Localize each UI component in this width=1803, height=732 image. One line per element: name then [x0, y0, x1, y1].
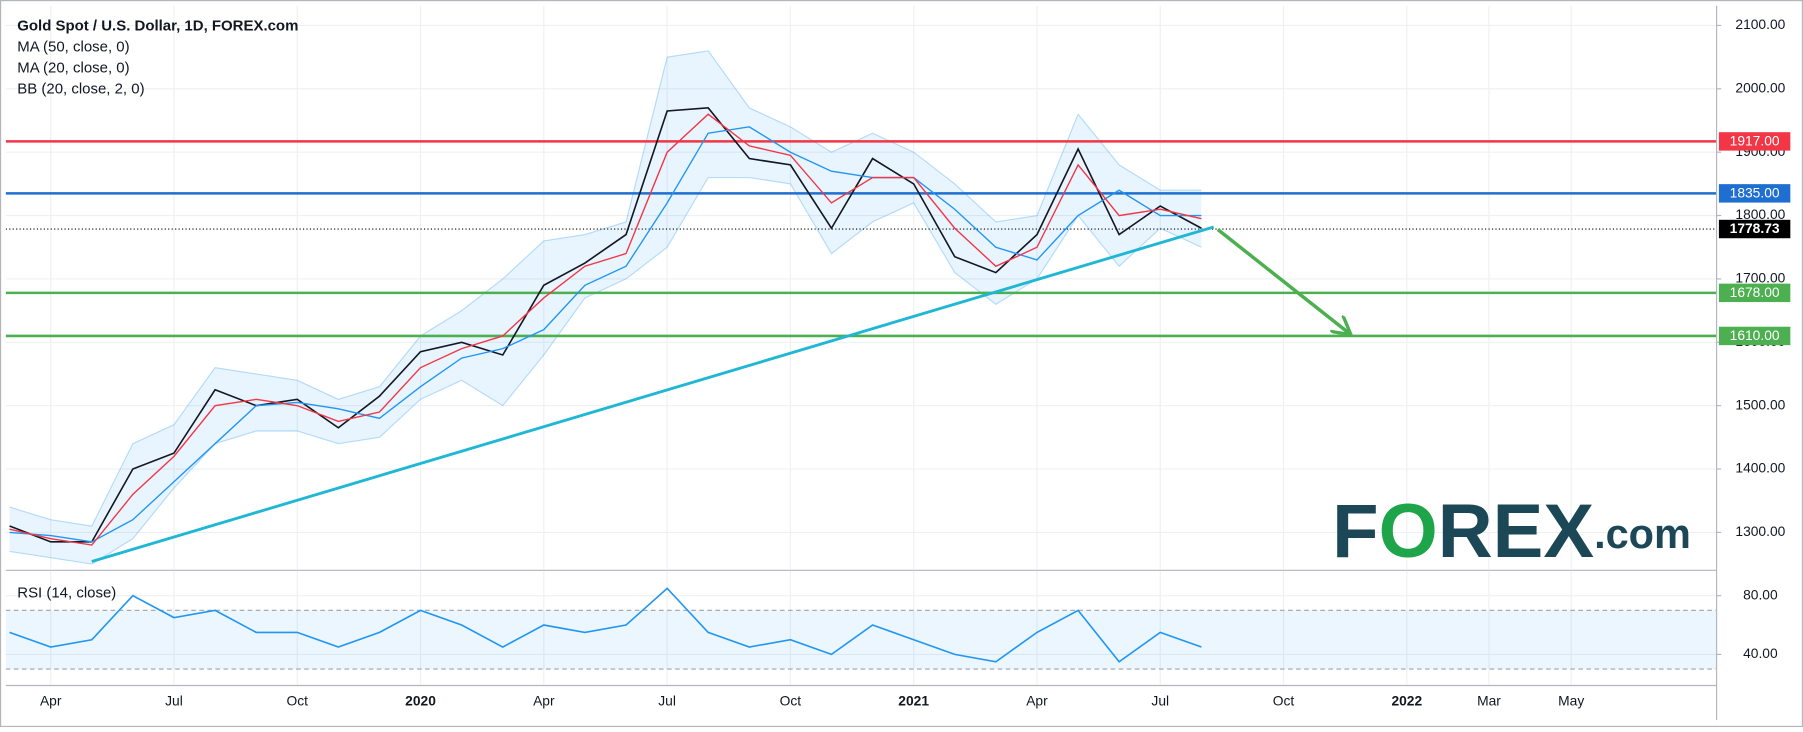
legend-entry: MA (20, close, 0) — [17, 60, 129, 77]
x-tick-label: Oct — [287, 692, 309, 708]
level-label-box — [1718, 283, 1791, 303]
axes: Apr Jul Oct 2020 Apr Jul Oct 2021 Apr Jul Oct 2022 M… — [40, 16, 1791, 708]
legend-entry: Gold Spot / U.S. Dollar, 1D, FOREX.com — [17, 17, 298, 34]
series-line — [9, 107, 1202, 543]
level-label: 1610.00 — [1730, 327, 1780, 343]
level-label: 1835.00 — [1730, 185, 1780, 201]
x-tick-label: Apr — [40, 692, 62, 708]
price-plot — [5, 5, 1717, 570]
watermark-part: O — [1379, 489, 1438, 574]
level-label: 1678.00 — [1730, 284, 1780, 300]
y-tick-label: 1500.00 — [1735, 396, 1785, 412]
legend-entry: BB (20, close, 2, 0) — [17, 81, 144, 98]
x-tick-label: 2021 — [898, 692, 929, 708]
arrow — [1216, 228, 1350, 333]
level-label-box — [1718, 219, 1791, 239]
x-tick-label: Apr — [533, 692, 555, 708]
trendline — [91, 225, 1215, 563]
bollinger-upper — [9, 50, 1202, 527]
legend: Gold Spot / U.S. Dollar, 1D, FOREX.com MA… — [17, 17, 298, 601]
y-tick-label: 1700.00 — [1735, 270, 1785, 286]
x-tick-label: Oct — [780, 692, 802, 708]
legend-entry: RSI (14, close) — [17, 584, 116, 601]
x-tick-label: Jul — [1151, 692, 1169, 708]
x-tick-label: Jul — [658, 692, 676, 708]
y-tick-label: 80.00 — [1743, 586, 1778, 602]
watermark-part: REX — [1438, 489, 1595, 574]
legend-entry: MA (50, close, 0) — [17, 39, 129, 56]
x-tick-label: 2022 — [1391, 692, 1422, 708]
y-tick-label: 2000.00 — [1735, 79, 1785, 95]
y-tick-label: 2100.00 — [1735, 16, 1785, 32]
watermark-part: .com — [1594, 510, 1691, 557]
bollinger-fill — [9, 50, 1202, 565]
x-tick-label: 2020 — [405, 692, 436, 708]
x-tick-label: Apr — [1026, 692, 1048, 708]
level-label-box — [1718, 184, 1791, 203]
rsi-band — [5, 610, 1717, 670]
series-line — [9, 113, 1202, 546]
rsi-plot — [5, 571, 1717, 685]
y-tick-label: 1400.00 — [1735, 460, 1785, 476]
level-label-box — [1718, 132, 1791, 151]
x-tick-label: May — [1558, 692, 1584, 708]
series-line — [9, 126, 1202, 543]
level-label: 1917.00 — [1730, 133, 1780, 149]
x-tick-label: Jul — [165, 692, 183, 708]
watermark: FOREX.com — [1332, 489, 1691, 574]
y-tick-label: 40.00 — [1743, 645, 1778, 661]
bollinger-lower — [9, 176, 1202, 565]
x-tick-label: Mar — [1477, 692, 1501, 708]
level-label-box — [1718, 326, 1791, 346]
series-line — [9, 587, 1202, 663]
watermark-part: F — [1332, 489, 1378, 574]
y-tick-label: 1800.00 — [1735, 206, 1785, 222]
x-tick-label: Oct — [1273, 692, 1295, 708]
level-label: 1778.73 — [1730, 220, 1780, 236]
y-tick-label: 1300.00 — [1735, 523, 1785, 539]
